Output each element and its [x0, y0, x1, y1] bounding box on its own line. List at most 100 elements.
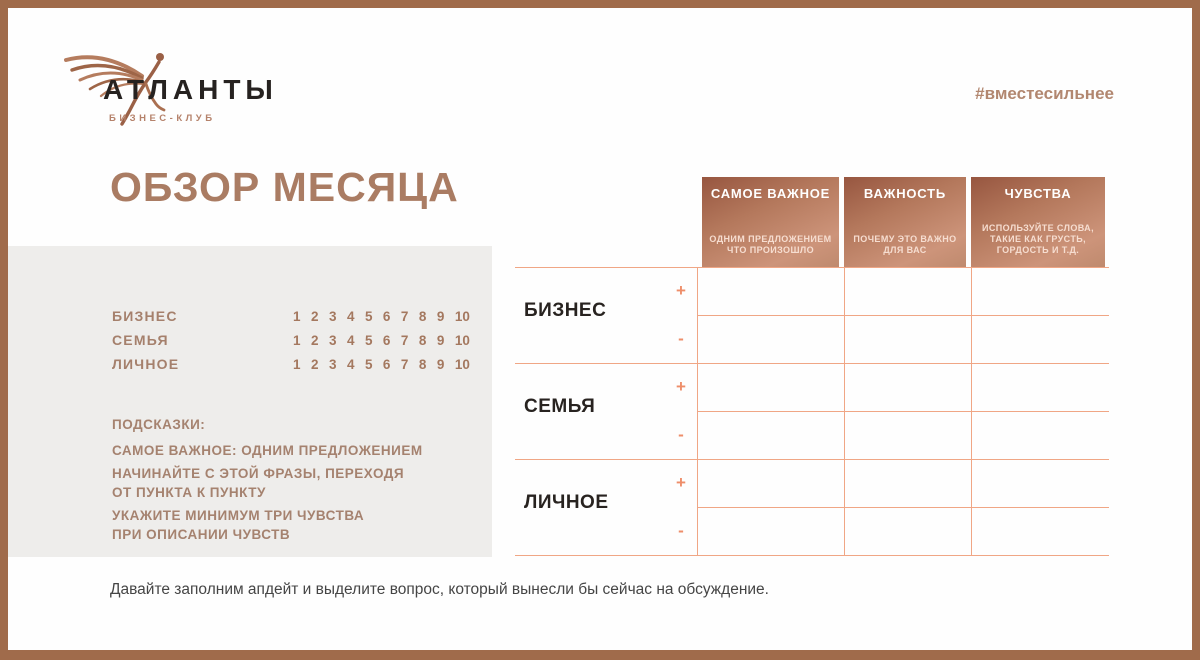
rating-value[interactable]: 10 — [454, 332, 470, 348]
cell-business-plus-feelings[interactable] — [971, 268, 1109, 316]
table-body — [698, 268, 1109, 555]
cell-family-plus-importance[interactable] — [844, 364, 971, 412]
rating-value[interactable]: 4 — [346, 356, 355, 372]
ratings-block: БИЗНЕС 1 2 3 4 5 6 7 8 9 10 СЕМЬЯ 1 2 3 … — [112, 304, 470, 376]
rating-value[interactable]: 1 — [293, 308, 301, 324]
cell-personal-minus-most-important[interactable] — [698, 507, 844, 555]
cell-family-plus-feelings[interactable] — [971, 364, 1109, 412]
rating-value[interactable]: 6 — [382, 332, 391, 348]
rating-value[interactable]: 7 — [400, 308, 409, 324]
rating-value[interactable]: 9 — [436, 332, 445, 348]
cell-personal-plus-importance[interactable] — [844, 459, 971, 507]
minus-sign: - — [678, 425, 684, 444]
rating-row-family: СЕМЬЯ 1 2 3 4 5 6 7 8 9 10 — [112, 328, 470, 352]
rating-value[interactable]: 5 — [364, 356, 373, 372]
rating-label: СЕМЬЯ — [112, 332, 169, 348]
hint-line: ОТ ПУНКТА К ПУНКТУ — [112, 485, 266, 500]
cell-business-minus-importance[interactable] — [844, 316, 971, 364]
rating-scale-business: 1 2 3 4 5 6 7 8 9 10 — [293, 309, 470, 324]
grid-line — [697, 267, 698, 555]
grid-line — [697, 411, 1109, 412]
rating-value[interactable]: 3 — [328, 332, 337, 348]
hint-line: САМОЕ ВАЖНОЕ: ОДНИМ ПРЕДЛОЖЕНИЕМ — [112, 443, 423, 458]
footer-instruction: Давайте заполним апдейт и выделите вопро… — [110, 581, 769, 598]
cell-family-minus-most-important[interactable] — [698, 411, 844, 459]
row-label-business: БИЗНЕС — [524, 300, 607, 321]
cell-business-minus-feelings[interactable] — [971, 316, 1109, 364]
grid-line — [844, 267, 845, 555]
rating-value[interactable]: 2 — [310, 356, 319, 372]
plus-sign: + — [676, 281, 686, 300]
grid-line — [515, 267, 1109, 268]
rating-label: БИЗНЕС — [112, 308, 178, 324]
minus-sign: - — [678, 329, 684, 348]
rating-value[interactable]: 5 — [364, 332, 373, 348]
cell-personal-plus-feelings[interactable] — [971, 459, 1109, 507]
rating-value[interactable]: 7 — [400, 332, 409, 348]
hint-line: НАЧИНАЙТЕ С ЭТОЙ ФРАЗЫ, ПЕРЕХОДЯ — [112, 466, 405, 481]
rating-value[interactable]: 6 — [382, 308, 391, 324]
rating-value[interactable]: 1 — [293, 356, 301, 372]
rating-value[interactable]: 9 — [436, 356, 445, 372]
cell-family-minus-importance[interactable] — [844, 411, 971, 459]
rating-value[interactable]: 10 — [454, 356, 470, 372]
rating-value[interactable]: 4 — [346, 308, 355, 324]
column-title: ВАЖНОСТЬ — [863, 186, 947, 201]
rating-value[interactable]: 3 — [328, 308, 337, 324]
rating-value[interactable]: 7 — [400, 356, 409, 372]
rating-scale-personal: 1 2 3 4 5 6 7 8 9 10 — [293, 357, 470, 372]
rating-label: ЛИЧНОЕ — [112, 356, 180, 372]
grid-line — [515, 555, 1109, 556]
column-header-importance: ВАЖНОСТЬ ПОЧЕМУ ЭТО ВАЖНО ДЛЯ ВАС — [844, 177, 966, 267]
rating-value[interactable]: 2 — [310, 308, 319, 324]
winged-figure-logo-icon — [64, 53, 166, 126]
cell-business-plus-importance[interactable] — [844, 268, 971, 316]
hint-line: УКАЖИТЕ МИНИМУМ ТРИ ЧУВСТВА — [112, 508, 365, 523]
hints-title: ПОДСКАЗКИ: — [112, 417, 206, 432]
row-label-family: СЕМЬЯ — [524, 396, 596, 417]
grid-line — [971, 267, 972, 555]
grid-line — [515, 459, 1109, 460]
rating-value[interactable]: 8 — [418, 332, 427, 348]
cell-business-minus-most-important[interactable] — [698, 316, 844, 364]
rating-scale-family: 1 2 3 4 5 6 7 8 9 10 — [293, 333, 470, 348]
plus-sign: + — [676, 377, 686, 396]
brand-name: АТЛАНТЫ — [103, 74, 278, 105]
hint-item: УКАЖИТЕ МИНИМУМ ТРИ ЧУВСТВА ПРИ ОПИСАНИИ… — [112, 506, 452, 544]
grid-line — [515, 363, 1109, 364]
cell-personal-plus-most-important[interactable] — [698, 459, 844, 507]
rating-value[interactable]: 3 — [328, 356, 337, 372]
column-subtitle: ПОЧЕМУ ЭТО ВАЖНО ДЛЯ ВАС — [853, 234, 957, 255]
cell-personal-minus-importance[interactable] — [844, 507, 971, 555]
rating-value[interactable]: 8 — [418, 356, 427, 372]
rating-value[interactable]: 2 — [310, 332, 319, 348]
hints-block: ПОДСКАЗКИ: САМОЕ ВАЖНОЕ: ОДНИМ ПРЕДЛОЖЕН… — [112, 415, 452, 548]
column-subtitle: ИСПОЛЬЗУЙТЕ СЛОВА, ТАКИЕ КАК ГРУСТЬ, ГОР… — [982, 223, 1094, 255]
rating-value[interactable]: 6 — [382, 356, 391, 372]
rating-value[interactable]: 5 — [364, 308, 373, 324]
hint-line: ПРИ ОПИСАНИИ ЧУВСТВ — [112, 527, 291, 542]
cell-personal-minus-feelings[interactable] — [971, 507, 1109, 555]
rating-value[interactable]: 4 — [346, 332, 355, 348]
hint-item: САМОЕ ВАЖНОЕ: ОДНИМ ПРЕДЛОЖЕНИЕМ — [112, 441, 452, 460]
rating-value[interactable]: 8 — [418, 308, 427, 324]
page-title: ОБЗОР МЕСЯЦА — [110, 164, 459, 210]
cell-family-minus-feelings[interactable] — [971, 411, 1109, 459]
column-title: САМОЕ ВАЖНОЕ — [710, 186, 831, 201]
column-subtitle: ОДНИМ ПРЕДЛОЖЕНИЕМ ЧТО ПРОИЗОШЛО — [709, 234, 832, 255]
brand-tagline: БИЗНЕС-КЛУБ — [109, 113, 216, 124]
column-title: ЧУВСТВА — [1004, 186, 1072, 201]
rating-value[interactable]: 9 — [436, 308, 445, 324]
hint-item: НАЧИНАЙТЕ С ЭТОЙ ФРАЗЫ, ПЕРЕХОДЯ ОТ ПУНК… — [112, 464, 452, 502]
grid-line — [697, 507, 1109, 508]
rating-row-business: БИЗНЕС 1 2 3 4 5 6 7 8 9 10 — [112, 304, 470, 328]
side-panel — [8, 246, 492, 557]
column-header-feelings: ЧУВСТВА ИСПОЛЬЗУЙТЕ СЛОВА, ТАКИЕ КАК ГРУ… — [971, 177, 1105, 267]
plus-sign: + — [676, 473, 686, 492]
cell-family-plus-most-important[interactable] — [698, 364, 844, 412]
rating-value[interactable]: 1 — [293, 332, 301, 348]
rating-row-personal: ЛИЧНОЕ 1 2 3 4 5 6 7 8 9 10 — [112, 352, 470, 376]
rating-value[interactable]: 10 — [454, 308, 470, 324]
brand-hashtag: #вместесильнее — [975, 84, 1114, 103]
cell-business-plus-most-important[interactable] — [698, 268, 844, 316]
